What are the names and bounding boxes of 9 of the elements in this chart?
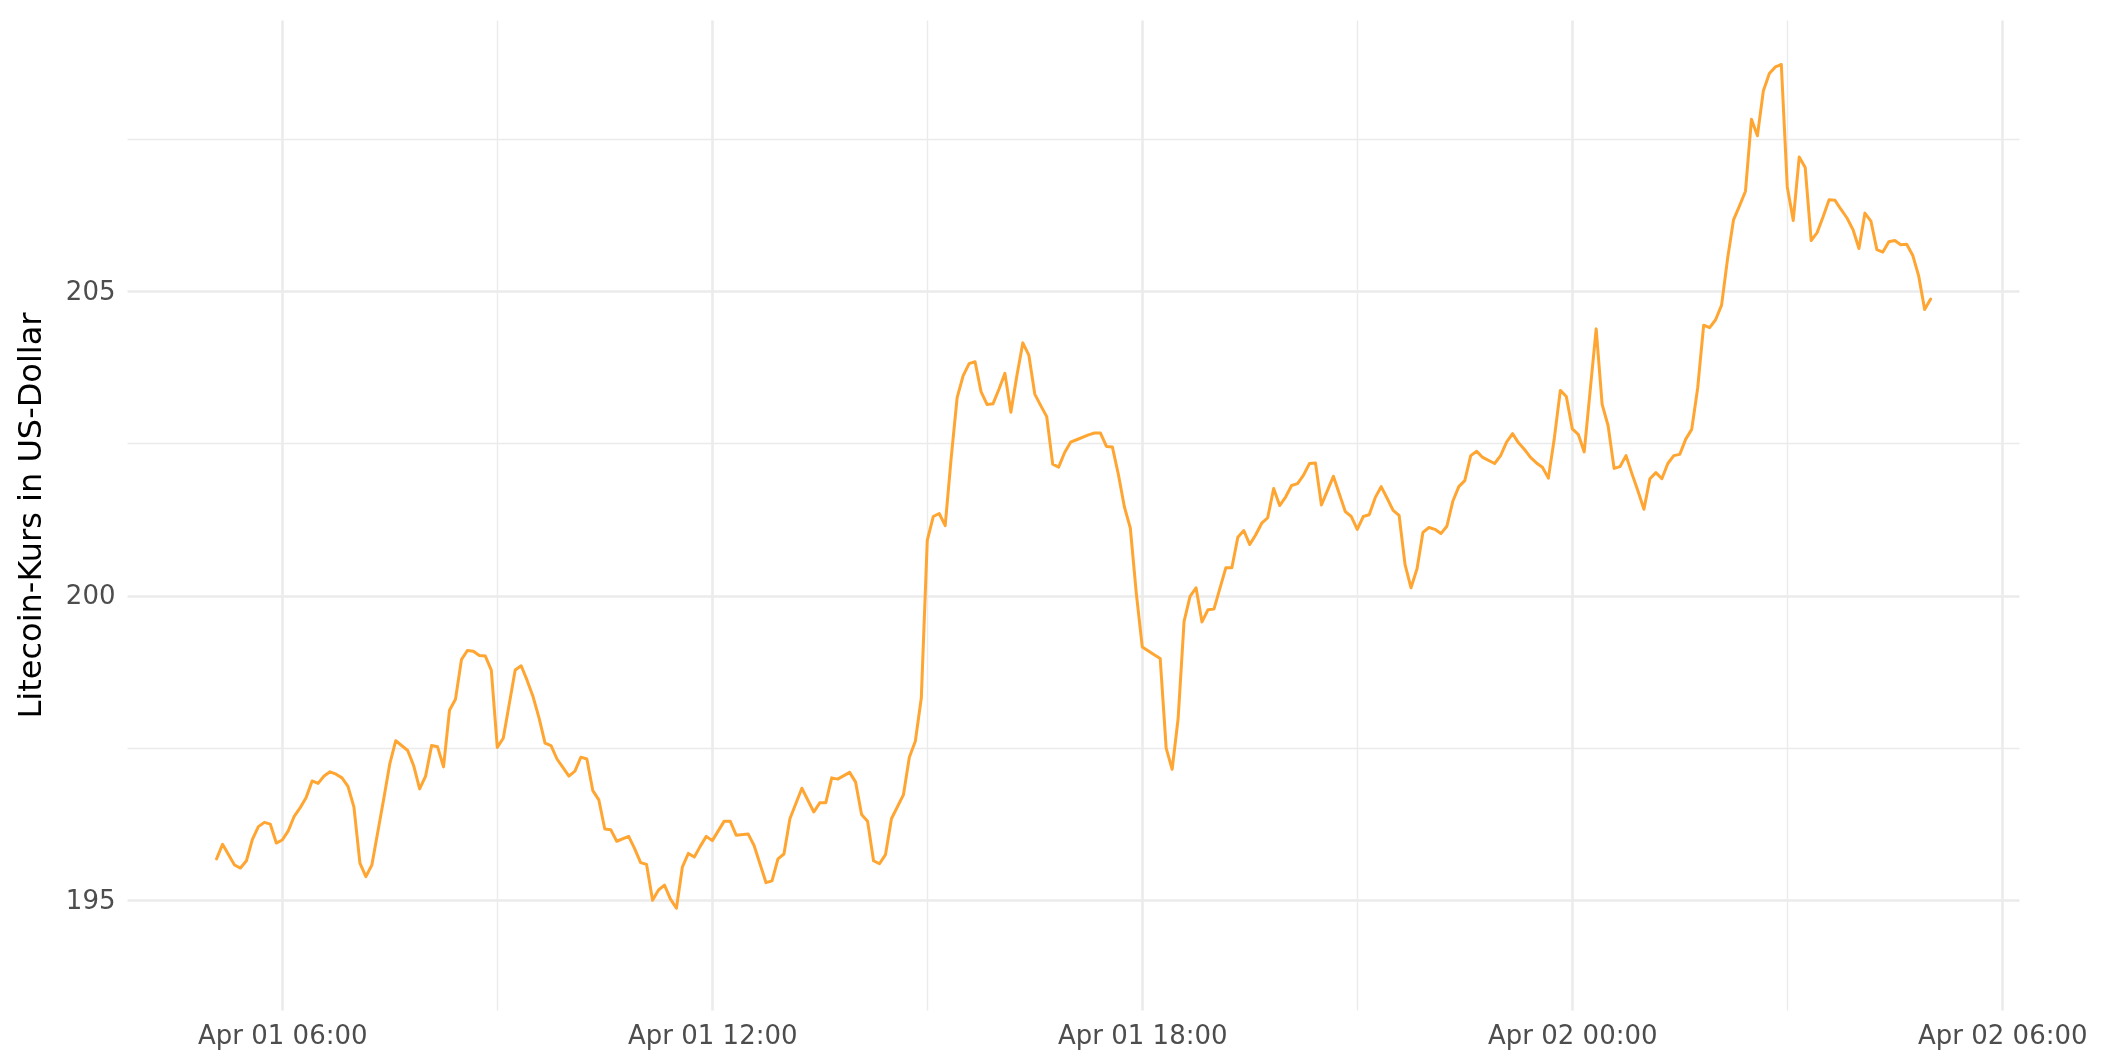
y-tick-label: 195 [65,884,116,915]
x-tick-label: Apr 01 12:00 [628,1019,798,1050]
y-tick-label: 205 [65,275,116,306]
y-tick-label: 200 [65,580,116,611]
x-tick-label: Apr 01 18:00 [1058,1019,1228,1050]
y-axis-title: Litecoin-Kurs in US-Dollar [10,311,49,719]
x-tick-label: Apr 02 00:00 [1488,1019,1658,1050]
x-tick-label: Apr 02 06:00 [1918,1019,2088,1050]
x-tick-label: Apr 01 06:00 [198,1019,368,1050]
